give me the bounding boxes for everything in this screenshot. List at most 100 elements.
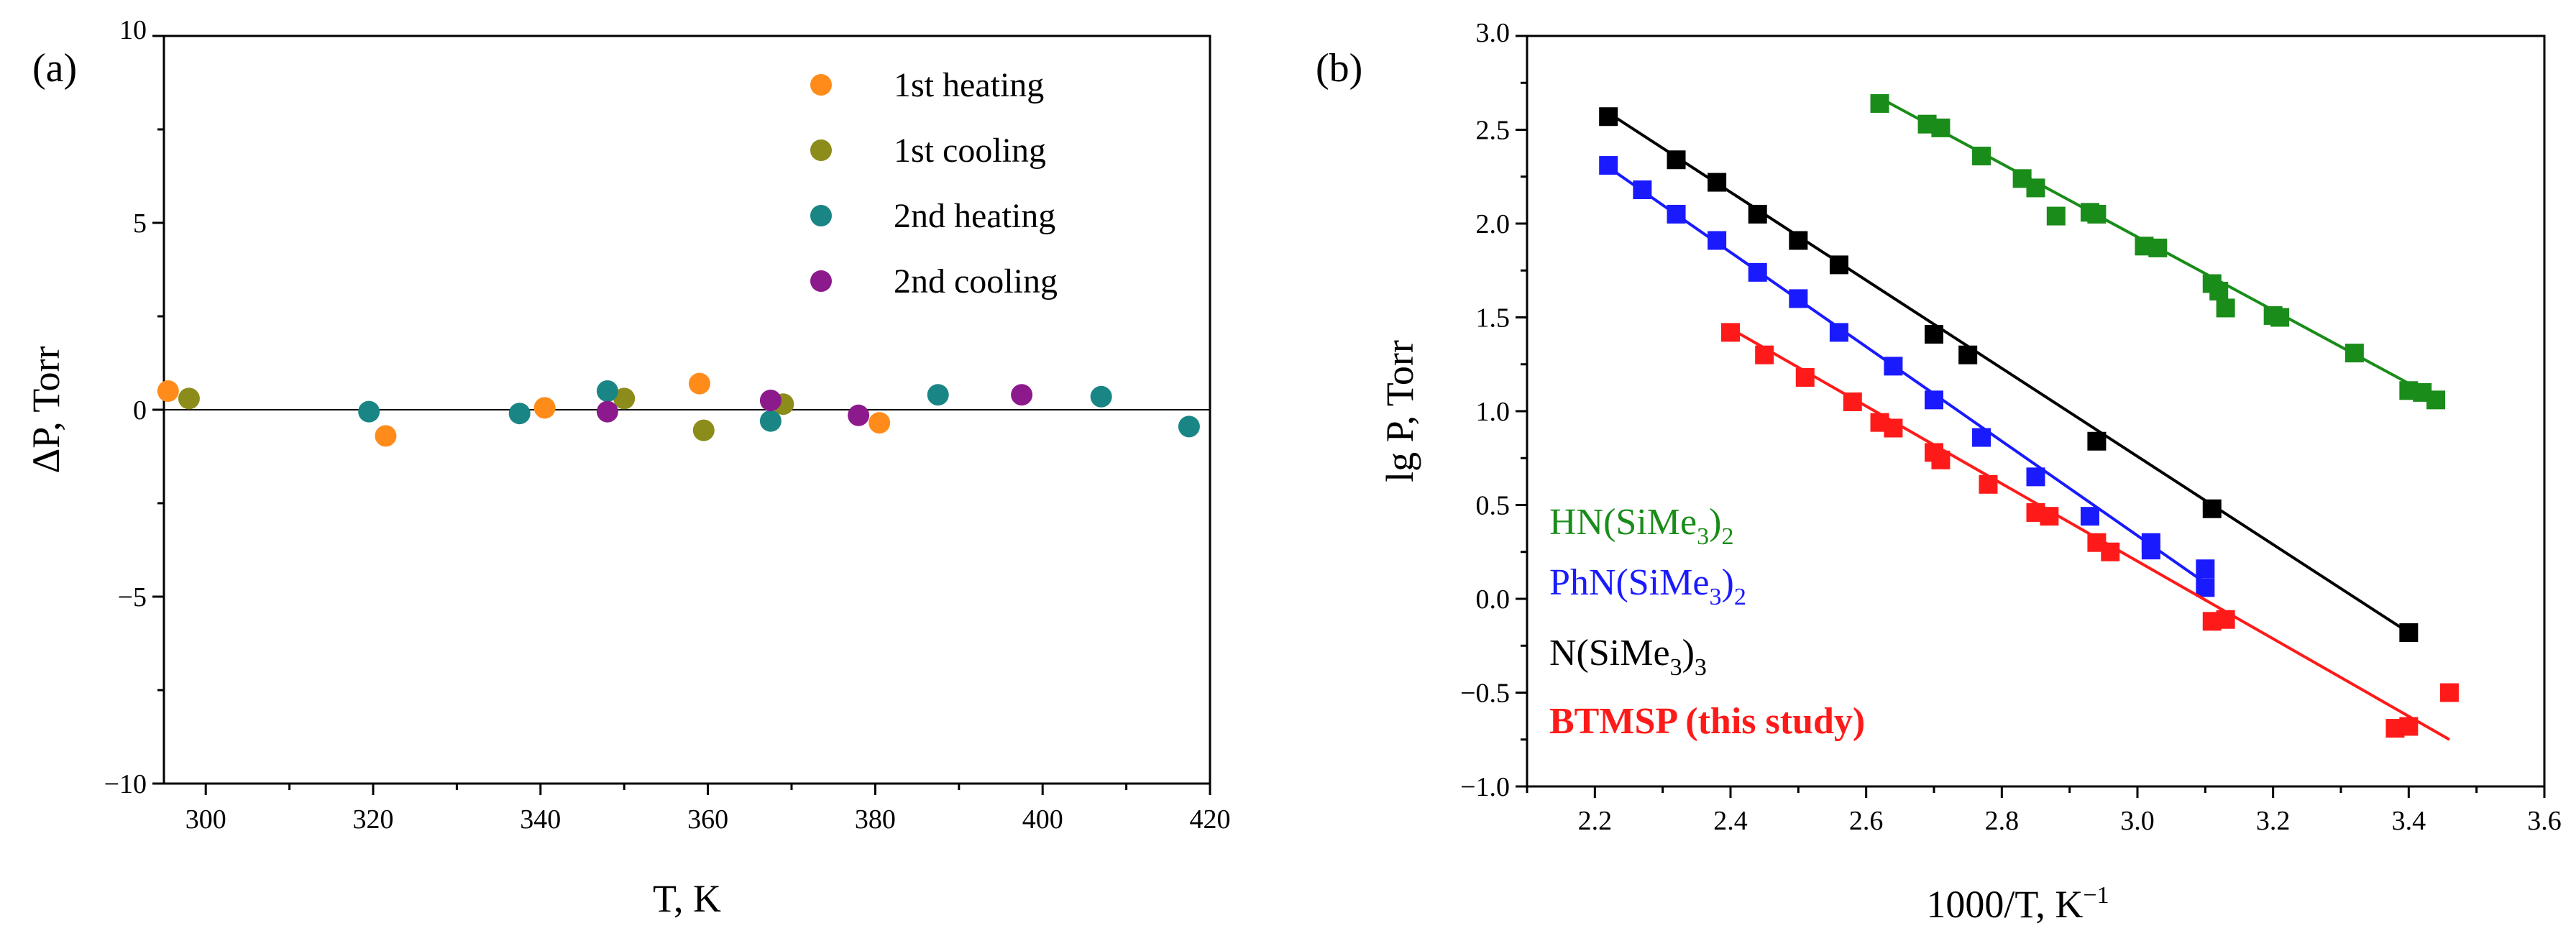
data-point-2nd-cooling	[848, 404, 870, 426]
data-point-2nd-cooling	[759, 390, 781, 411]
data-point-series-3	[2399, 717, 2419, 736]
data-point-series-1	[1667, 204, 1686, 224]
data-point-series-0	[1931, 118, 1951, 137]
compound-label-main: HN(SiMe	[1549, 502, 1697, 543]
x-tick-label-b: 2.4	[1713, 806, 1748, 836]
legend-marker-1st-heating	[810, 74, 832, 96]
x-axis-label-b-sup: −1	[2083, 882, 2109, 909]
y-tick-label-b: 0.5	[1476, 491, 1511, 521]
data-point-series-1	[2026, 467, 2045, 487]
data-point-series-0	[2344, 344, 2364, 363]
data-point-series-3	[1931, 450, 1951, 469]
data-point-series-2	[1748, 204, 1767, 224]
data-point-1st-heating	[533, 397, 556, 419]
x-tick-label-b: 2.8	[1985, 806, 2020, 836]
x-tick-label-a: 320	[353, 804, 394, 835]
y-tick-label-a: −10	[104, 769, 147, 799]
compound-label-0: HN(SiMe3)2	[1549, 502, 1733, 550]
panel-b: 2.2 2.4 2.6 2.8 3.0 3.2 3.4 3.6 −1.0 −0.5 0.0 0.5 1.…	[1316, 18, 2562, 926]
x-axis-label-b-main: 1000/T, K	[1926, 883, 2083, 926]
data-point-series-2	[2399, 623, 2419, 642]
y-tick-label-b: 3.0	[1476, 18, 1511, 48]
x-axis-label-a: T, K	[653, 877, 721, 920]
compound-label-paren: )	[1682, 633, 1695, 674]
data-point-2nd-cooling	[1011, 384, 1033, 406]
y-axis-label-a: ΔP, Torr	[24, 346, 68, 473]
compound-label-sub: 3	[1709, 584, 1721, 610]
data-point-series-3	[1755, 345, 1774, 364]
compound-label-sub: 3	[1670, 654, 1682, 681]
data-point-series-1	[1708, 231, 1727, 250]
y-tick-label-b: 1.5	[1476, 303, 1511, 334]
x-tick-label-b: 2.2	[1578, 806, 1613, 836]
data-point-1st-cooling	[178, 387, 200, 410]
y-tick-label-b: −0.5	[1460, 679, 1510, 709]
x-tick-label-b: 2.6	[1849, 806, 1884, 836]
data-point-1st-heating	[157, 380, 179, 402]
data-point-2nd-heating	[596, 380, 618, 402]
data-point-series-1	[1633, 180, 1652, 200]
data-point-series-0	[1972, 147, 1991, 166]
data-point-series-2	[2202, 499, 2222, 518]
data-point-series-0	[2216, 298, 2235, 318]
data-point-series-3	[2101, 542, 2120, 561]
data-point-series-0	[2209, 281, 2229, 300]
x-tick-label-a: 420	[1190, 804, 1231, 835]
data-point-series-0	[2148, 238, 2168, 257]
compound-label-sub: 2	[1721, 523, 1733, 550]
data-point-2nd-heating	[508, 403, 531, 425]
y-tick-label-a: 0	[133, 395, 147, 426]
y-tick-label-a: 5	[133, 208, 147, 239]
x-axis-label-b: 1000/T, K−1	[1926, 882, 2109, 926]
x-tick-label-b: 3.4	[2392, 806, 2426, 836]
data-point-series-3	[1795, 368, 1815, 387]
data-point-series-1	[1829, 323, 1848, 342]
data-point-series-2	[1599, 107, 1618, 127]
panel-label-b: (b)	[1316, 46, 1362, 91]
data-point-series-3	[1979, 474, 1998, 494]
data-point-series-2	[1925, 324, 1943, 344]
x-tick-label-b: 3.6	[2527, 806, 2562, 836]
x-tick-label-b: 3.0	[2120, 806, 2155, 836]
data-point-series-1	[1748, 262, 1767, 282]
data-point-series-3	[1721, 323, 1740, 342]
data-point-2nd-heating	[927, 384, 949, 406]
data-point-1st-heating	[375, 425, 397, 447]
data-point-series-2	[1829, 255, 1848, 275]
panel-label-a: (a)	[32, 46, 77, 91]
compound-label-main: N(SiMe	[1549, 633, 1670, 674]
data-point-series-1	[1972, 428, 1991, 447]
compound-label-sub: 3	[1697, 523, 1709, 550]
y-tick-label-a: 10	[119, 15, 147, 45]
panel-a: 300 320 340 360 380 400 420 −10 −5 0 5 10 T, K ΔP, To…	[24, 15, 1231, 920]
data-point-series-1	[2080, 507, 2099, 526]
data-point-1st-cooling	[613, 387, 636, 410]
data-point-2nd-heating	[1090, 385, 1112, 408]
data-point-series-1	[1925, 390, 1943, 410]
x-tick-label-a: 340	[520, 804, 561, 835]
compound-label-paren: )	[1709, 502, 1721, 543]
compound-label-paren: )	[1721, 562, 1733, 603]
data-point-2nd-cooling	[596, 400, 618, 423]
y-tick-label-b: 2.0	[1476, 209, 1511, 239]
legend-marker-2nd-cooling	[810, 270, 832, 292]
data-point-series-1	[2141, 541, 2160, 560]
x-tick-label-a: 400	[1022, 804, 1063, 835]
data-point-series-1	[2196, 559, 2215, 579]
data-point-series-1	[2196, 578, 2215, 597]
data-point-series-0	[2426, 390, 2446, 410]
data-point-1st-cooling	[692, 419, 715, 441]
data-point-series-2	[1958, 345, 1978, 364]
x-tick-label-a: 360	[687, 804, 728, 835]
data-point-2nd-heating	[759, 410, 781, 432]
legend-label: 2nd cooling	[894, 262, 1058, 300]
data-point-series-3	[1843, 392, 1862, 411]
legend-label: 2nd heating	[894, 197, 1055, 235]
data-point-2nd-heating	[1178, 416, 1200, 438]
data-point-series-1	[1884, 357, 1903, 376]
legend-label: 1st cooling	[894, 132, 1046, 170]
fit-line-2	[1608, 111, 2410, 634]
data-point-series-1	[1789, 289, 1808, 308]
